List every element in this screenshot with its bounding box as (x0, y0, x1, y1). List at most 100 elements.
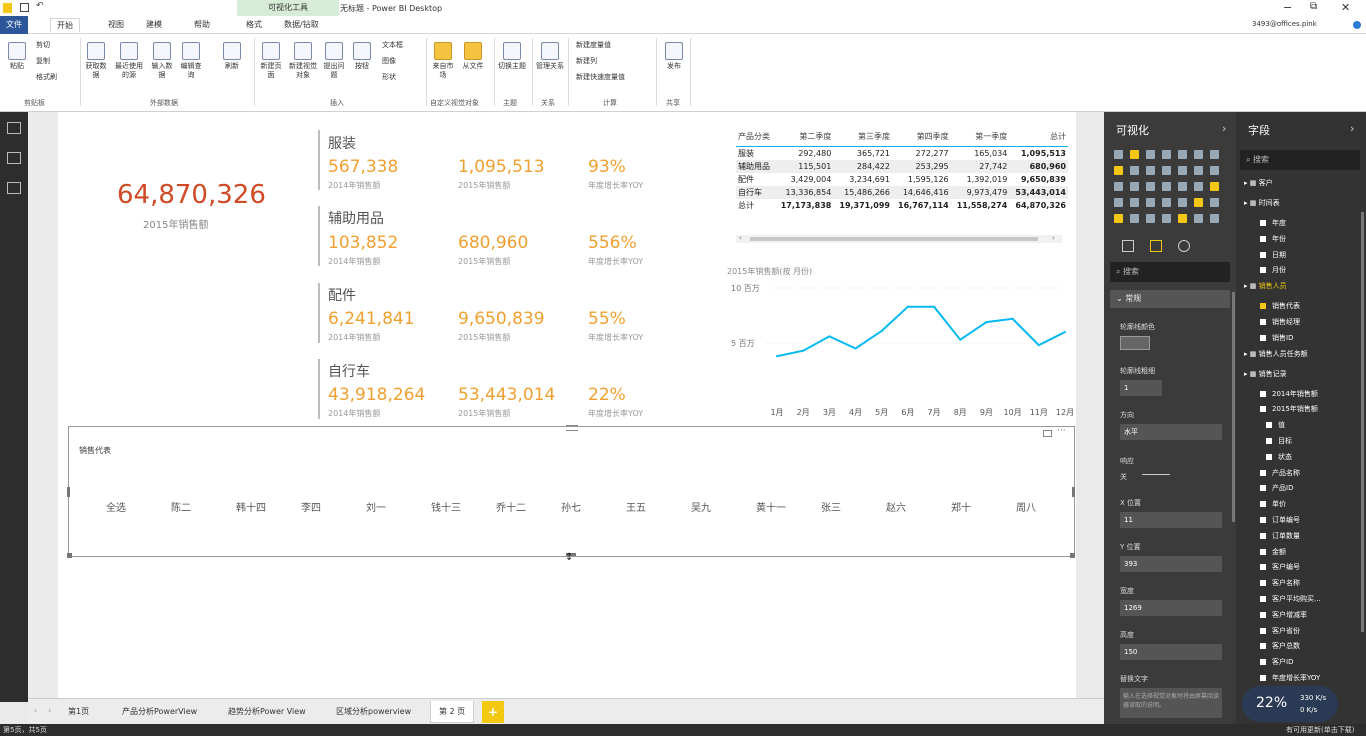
enter-data-button[interactable]: 输入数据 (150, 42, 174, 80)
from-file-button[interactable]: 从文件 (460, 42, 486, 71)
field-item[interactable]: 客户增减率 (1260, 610, 1307, 620)
matrix-header[interactable]: 第三季度 (857, 132, 890, 142)
checkbox-icon[interactable] (1260, 580, 1266, 587)
data-view-icon[interactable] (7, 152, 21, 164)
checkbox-icon[interactable] (1260, 517, 1266, 523)
resize-handle[interactable] (1070, 553, 1075, 558)
visual-type-icon[interactable] (1130, 182, 1139, 191)
matrix-header[interactable]: 产品分类 (738, 132, 770, 142)
signed-in-user[interactable]: 3493@offices.pink (1252, 20, 1317, 28)
visual-type-icon[interactable] (1210, 214, 1219, 223)
data-point[interactable] (776, 355, 778, 358)
width-input[interactable]: 1269 (1120, 600, 1222, 616)
matrix-header[interactable]: 第二季度 (799, 132, 832, 142)
slicer-item[interactable]: 陈二 (171, 503, 191, 514)
x-position-input[interactable]: 11 (1120, 512, 1222, 528)
pane-scrollbar[interactable] (1232, 292, 1235, 522)
checkbox-icon[interactable] (1260, 220, 1266, 226)
recent-sources-button[interactable]: 最近使用的源 (112, 42, 146, 80)
slicer-item[interactable]: 钱十三 (431, 503, 461, 514)
switch-theme-button[interactable]: 切换主题 (498, 42, 526, 71)
checkbox-icon[interactable] (1260, 251, 1266, 258)
page-tab[interactable]: 区域分析powerview (336, 707, 412, 716)
from-marketplace-button[interactable]: 来自市场 (430, 42, 456, 80)
visual-type-icon[interactable] (1162, 198, 1171, 207)
slicer-visual[interactable]: 销售代表 ··· (67, 425, 1075, 558)
slicer-item[interactable]: 郑十 (951, 503, 971, 514)
checkbox-icon[interactable] (1260, 267, 1266, 274)
close-button[interactable]: ✕ (1341, 1, 1351, 14)
field-item[interactable]: 客户平均购买... (1260, 594, 1321, 604)
field-item[interactable]: 客户省份 (1260, 626, 1300, 636)
line-chart[interactable]: 10 百万 5 百万 1月 2月 3月 4月 5月 6月 7月 8月 9月 10月 11月 12月 (727, 278, 1075, 422)
field-item[interactable]: 目标 (1266, 436, 1292, 446)
data-point[interactable] (1064, 331, 1066, 333)
checkbox-icon[interactable] (1260, 319, 1266, 325)
height-input[interactable]: 150 (1120, 644, 1222, 660)
orientation-dropdown[interactable]: 水平 (1120, 424, 1222, 440)
checkbox-icon[interactable] (1266, 422, 1272, 429)
undo-icon[interactable]: ↶ (36, 1, 44, 11)
field-item[interactable]: 客户ID (1260, 657, 1293, 667)
visual-type-icon[interactable] (1114, 166, 1123, 175)
checkbox-icon[interactable] (1260, 235, 1266, 242)
page-tab[interactable]: 趋势分析Power View (228, 707, 306, 716)
visual-type-icon[interactable] (1146, 166, 1155, 175)
field-table-group[interactable]: ▸ ▦ 时间表 (1244, 198, 1280, 208)
button-button[interactable]: 按钮 (350, 42, 374, 71)
visual-type-icon[interactable] (1130, 150, 1139, 159)
tab-format[interactable]: 格式 (246, 20, 262, 29)
visual-type-icon[interactable] (1114, 214, 1123, 223)
alt-text-input[interactable]: 输入在选择视觉对象时将由屏幕阅读器读取的说明。 (1120, 688, 1222, 718)
more-options-icon[interactable]: ··· (1057, 426, 1066, 436)
visual-type-icon[interactable] (1162, 150, 1171, 159)
page-tab[interactable]: 第1页 (68, 707, 90, 716)
data-point[interactable] (933, 305, 936, 308)
field-item[interactable]: 销售经理 (1260, 317, 1300, 327)
visual-type-icon[interactable] (1162, 166, 1171, 175)
field-item[interactable]: 销售代表 (1260, 301, 1300, 311)
checkbox-icon[interactable] (1260, 659, 1266, 666)
manage-relationships-button[interactable]: 管理关系 (536, 42, 564, 71)
checkbox-icon[interactable] (1260, 627, 1266, 634)
paste-button[interactable]: 粘贴 (6, 42, 28, 71)
new-quick-measure-button[interactable]: 新建快速度量值 (576, 73, 625, 81)
checkbox-icon[interactable] (1260, 643, 1266, 650)
focus-mode-icon[interactable] (1043, 430, 1052, 437)
visual-type-icon[interactable] (1114, 198, 1123, 207)
visual-type-icon[interactable] (1130, 166, 1139, 175)
data-point[interactable] (854, 347, 857, 350)
model-view-icon[interactable] (7, 182, 21, 194)
checkbox-icon[interactable] (1260, 611, 1266, 618)
slicer-item[interactable]: 王五 (626, 503, 646, 514)
visual-type-icon[interactable] (1146, 198, 1155, 207)
field-item[interactable]: 状态 (1266, 452, 1292, 462)
format-painter-button[interactable]: 格式刷 (36, 73, 57, 81)
slicer-item[interactable]: 李四 (301, 503, 321, 514)
field-table-group[interactable]: ▸ ▦ 销售记录 (1244, 369, 1287, 379)
textbox-button[interactable]: 文本框 (382, 41, 403, 49)
field-item[interactable]: 年份 (1260, 234, 1286, 244)
resize-handle[interactable] (67, 553, 72, 558)
y-position-input[interactable]: 393 (1120, 556, 1222, 572)
visual-type-icon[interactable] (1210, 182, 1219, 191)
visual-type-icon[interactable] (1194, 150, 1203, 159)
checkbox-icon[interactable] (1260, 675, 1266, 681)
shapes-button[interactable]: 形状 (382, 73, 396, 81)
checkbox-icon[interactable] (1260, 406, 1266, 413)
field-item[interactable]: 产品名称 (1260, 468, 1300, 478)
visual-type-icon[interactable] (1194, 198, 1203, 207)
visual-type-icon[interactable] (1178, 166, 1187, 175)
field-item[interactable]: 客户名称 (1260, 578, 1300, 588)
page-tab-active[interactable]: 第 2 页 (430, 701, 475, 723)
copy-button[interactable]: 复制 (36, 57, 50, 65)
new-visual-button[interactable]: 新建视觉对象 (288, 42, 318, 80)
visual-type-icon[interactable] (1146, 214, 1155, 223)
outline-color-picker[interactable] (1120, 336, 1150, 350)
data-point[interactable] (802, 349, 805, 352)
data-point[interactable] (880, 329, 883, 332)
slicer-item[interactable]: 全选 (106, 503, 126, 514)
field-table-group[interactable]: ▸ ▦ 销售人员 (1244, 281, 1287, 291)
visual-type-icon[interactable] (1178, 182, 1187, 191)
field-item[interactable]: 单价 (1260, 499, 1286, 509)
